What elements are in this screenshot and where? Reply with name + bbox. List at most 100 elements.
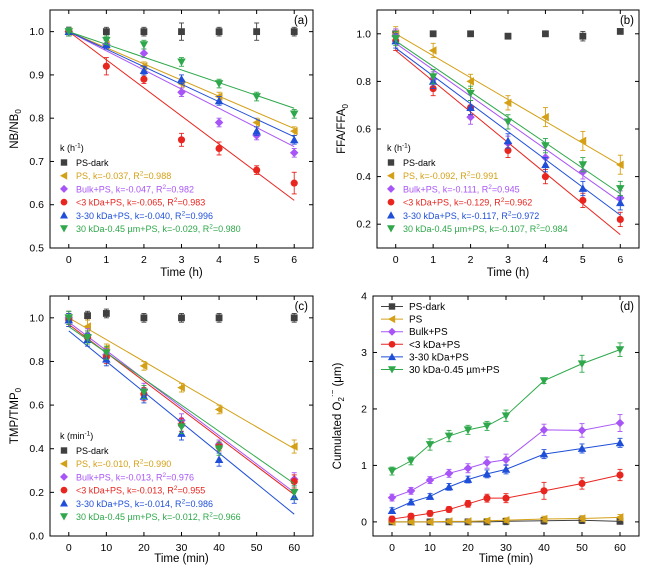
legend-label-sup: 2 xyxy=(163,184,167,191)
y-axis-label-sub: 2 xyxy=(337,397,346,402)
data-point xyxy=(578,479,586,488)
data-point xyxy=(214,455,224,464)
legend-title-end: ) xyxy=(81,143,84,153)
data-point xyxy=(214,445,224,453)
legend-label-r2: =0.986 xyxy=(185,499,213,509)
data-point xyxy=(482,469,492,478)
data-point xyxy=(177,136,186,144)
legend-label-main: PS-dark xyxy=(76,158,109,168)
series-4 xyxy=(387,437,625,514)
data-point xyxy=(541,160,550,169)
data-point xyxy=(466,103,475,111)
y-tick-label: 0.7 xyxy=(29,156,44,168)
y-tick-label: 0.8 xyxy=(29,356,44,368)
legend-label: PS, k=-0.037, R2=0.988 xyxy=(76,171,171,182)
data-point xyxy=(444,432,454,441)
legend-title-main: k (min xyxy=(60,431,85,441)
data-point xyxy=(542,30,549,38)
x-tick-label: 6 xyxy=(291,254,297,266)
legend-label-r2: =0.962 xyxy=(504,198,532,208)
legend-label-sup: 2 xyxy=(209,512,213,519)
y-tick-label: 0.2 xyxy=(356,219,371,231)
x-tick-label: 4 xyxy=(216,254,222,266)
legend-marker xyxy=(388,303,396,310)
data-point xyxy=(579,196,587,204)
series-1 xyxy=(387,513,624,527)
data-point xyxy=(178,28,185,36)
data-point xyxy=(503,136,513,145)
legend-marker xyxy=(60,513,68,521)
legend-label-sup: 2 xyxy=(140,171,144,178)
y-axis-label-sup: ·− xyxy=(328,389,337,397)
data-point xyxy=(139,41,149,49)
series-line xyxy=(391,349,621,472)
legend-marker xyxy=(388,340,396,348)
legend-label-r2: =0.988 xyxy=(143,171,171,181)
legend-marker xyxy=(388,327,396,336)
data-point xyxy=(425,441,435,449)
legend-label-sup: 2 xyxy=(501,197,505,204)
legend-title-sup: -1 xyxy=(402,143,408,150)
legend-label-r2: =0.955 xyxy=(177,486,205,496)
legend-marker xyxy=(60,459,68,468)
panel-label: (c) xyxy=(295,301,309,313)
legend-label-r2: =0.996 xyxy=(185,211,213,221)
x-axis-label: Time (min) xyxy=(154,553,209,565)
legend-title-main: k (h xyxy=(387,143,402,153)
data-point xyxy=(578,184,588,192)
data-point xyxy=(482,516,491,526)
data-point xyxy=(501,515,510,525)
data-point xyxy=(483,494,491,502)
x-axis-label: Time (h) xyxy=(160,267,203,279)
x-tick-label: 3 xyxy=(505,254,511,266)
legend-label-sup: 2 xyxy=(467,171,471,178)
data-point xyxy=(616,471,624,479)
data-point xyxy=(214,118,224,127)
data-point xyxy=(252,126,261,135)
data-point xyxy=(214,96,224,105)
data-point xyxy=(214,405,223,414)
data-point xyxy=(578,161,588,169)
legend-title-end: ) xyxy=(90,431,93,441)
y-axis-label-sub: 0 xyxy=(341,104,350,109)
legend-label: Bulk+PS, k=-0.013, R2=0.976 xyxy=(76,472,194,483)
x-tick-label: 40 xyxy=(213,542,225,554)
y-axis-label-main: NB/NB xyxy=(9,113,21,148)
x-axis-label: Time (min) xyxy=(479,553,534,565)
y-tick-label: 0.6 xyxy=(356,124,371,136)
x-tick-label: 50 xyxy=(576,542,588,554)
y-axis-label-sub: 0 xyxy=(14,109,23,114)
data-point xyxy=(539,514,548,524)
x-tick-label: 0 xyxy=(66,542,72,554)
data-point xyxy=(425,517,434,527)
series-line xyxy=(391,422,621,499)
data-point xyxy=(139,388,149,397)
data-point xyxy=(425,492,435,500)
legend-label-r2: =0.982 xyxy=(166,184,194,194)
data-point xyxy=(502,494,510,502)
legend-marker xyxy=(388,315,396,324)
legend-label-r2: =0.972 xyxy=(512,211,540,221)
y-tick-label: 0.0 xyxy=(29,531,44,543)
legend-label: Bulk+PS, k=-0.047, R2=0.982 xyxy=(76,184,194,195)
x-tick-label: 0 xyxy=(393,254,399,266)
data-point xyxy=(428,73,438,81)
y-tick-label: 0.2 xyxy=(29,487,44,499)
legend-marker xyxy=(388,352,396,361)
data-point xyxy=(64,28,74,36)
data-point xyxy=(84,312,91,320)
legend-label-r2: =0.966 xyxy=(213,512,241,522)
data-point xyxy=(464,500,472,508)
legend-marker xyxy=(60,225,68,233)
data-point xyxy=(539,377,549,385)
y-axis-label-main: TMP/TMP xyxy=(9,392,21,444)
data-point xyxy=(503,98,512,108)
data-point xyxy=(140,314,148,322)
legend-label-sup: 2 xyxy=(508,210,512,217)
legend-label-sup: 2 xyxy=(536,224,540,231)
data-point xyxy=(501,412,511,420)
data-point xyxy=(102,310,110,317)
x-tick-label: 0 xyxy=(66,254,72,266)
